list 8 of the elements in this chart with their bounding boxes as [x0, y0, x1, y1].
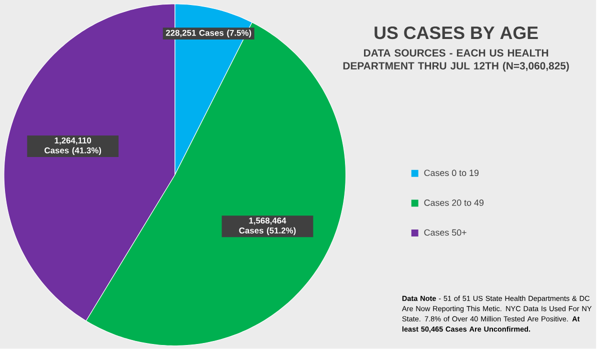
legend-label: Cases 0 to 19 — [424, 170, 479, 176]
data-label: 1,568,464 Cases (51.2%) — [239, 218, 296, 236]
data-label: 228,251 Cases (7.5%) — [166, 30, 252, 38]
legend-label: Cases 50+ — [424, 229, 466, 236]
data-label: 1,264,110 Cases (41.3%) — [44, 138, 102, 156]
legend-label: Cases 20 to 49 — [424, 200, 484, 206]
text: DATA SOURCES - EACH US HEALTH DEPARTMENT THRU JUL 12TH (N=3,060,825) — [343, 49, 569, 72]
text: US CASES BY AGE — [374, 26, 538, 40]
